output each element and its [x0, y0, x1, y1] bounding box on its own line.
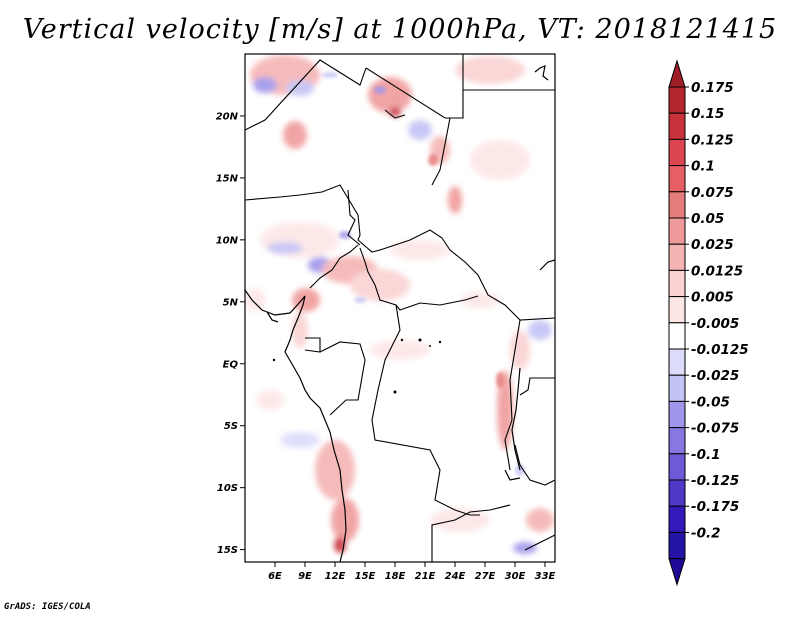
colorbar: 0.175 0.15 0.125 0.1 0.075 0.05 0.025 0.0125 0.0… [668, 59, 749, 587]
colorbar-label: 0.0125 [691, 263, 743, 279]
lat-tick-label: 5N [223, 297, 239, 308]
lat-tick-label: 5S [224, 421, 238, 432]
colorbar-swatch [668, 531, 686, 560]
velocity-shading [245, 54, 555, 562]
colorbar-swatch [668, 322, 686, 350]
colorbar-swatch [668, 86, 686, 114]
colorbar-label: -0.125 [691, 473, 739, 489]
latitude-axis: 20N 15N 10N 5N EQ 5S 10S 15S [216, 111, 245, 556]
colorbar-swatch [668, 138, 686, 167]
colorbar-label: -0.0125 [691, 342, 749, 358]
colorbar-label: 0.025 [691, 237, 734, 253]
colorbar-swatch [668, 243, 686, 271]
colorbar-swatch [668, 269, 686, 298]
colorbar-label: -0.1 [691, 447, 721, 463]
lat-tick-label: 10N [216, 235, 239, 246]
colorbar-label: 0.175 [691, 80, 734, 96]
colorbar-label: -0.175 [691, 499, 739, 515]
colorbar-swatch [668, 112, 686, 140]
lon-tick-label: 33E [535, 571, 556, 582]
lon-tick-label: 18E [385, 571, 406, 582]
lon-tick-label: 9E [298, 571, 312, 582]
colorbar-swatch [668, 191, 686, 219]
colorbar-swatch [668, 217, 686, 245]
plot-frame [244, 53, 556, 563]
map-title: Vertical velocity [m/s] at 1000hPa, VT: … [22, 14, 778, 45]
coastline [245, 65, 555, 562]
colorbar-swatch [668, 427, 686, 455]
lon-tick-label: 21E [415, 571, 436, 582]
colorbar-label: 0.005 [691, 290, 734, 306]
colorbar-label: 0.15 [691, 106, 724, 122]
colorbar-label: 0.1 [691, 159, 715, 175]
lon-tick-label: 30E [505, 571, 526, 582]
lon-tick-label: 27E [475, 571, 496, 582]
colorbar-swatch [668, 479, 686, 507]
colorbar-label: 0.075 [691, 185, 734, 201]
lat-tick-label: 20N [216, 111, 239, 122]
colorbar-swatch [668, 374, 686, 402]
colorbar-label: 0.05 [691, 211, 724, 227]
colorbar-label: -0.025 [691, 368, 739, 384]
longitude-axis: 6E 9E 12E 15E 18E 21E 24E 27E 30E 33E [268, 562, 556, 582]
lon-tick-label: 15E [355, 571, 376, 582]
colorbar-swatch [668, 400, 686, 429]
lat-tick-label: 10S [217, 483, 238, 494]
colorbar-swatch [668, 165, 686, 193]
lat-tick-label: 15S [217, 545, 238, 556]
colorbar-swatch [668, 296, 686, 324]
lon-tick-label: 12E [325, 571, 346, 582]
colorbar-label: -0.2 [691, 525, 721, 541]
colorbar-label: 0.125 [691, 132, 734, 148]
colorbar-swatch [668, 505, 686, 533]
lon-tick-label: 6E [268, 571, 282, 582]
lat-tick-label: EQ [223, 359, 239, 370]
colorbar-label: -0.05 [691, 394, 730, 410]
colorbar-label: -0.005 [691, 316, 739, 332]
lake-marks [272, 338, 442, 394]
colorbar-bottom-arrow [668, 558, 686, 587]
colorbar-label: -0.075 [691, 421, 739, 437]
colorbar-top-arrow [668, 59, 686, 88]
colorbar-swatch [668, 453, 686, 481]
lat-tick-label: 15N [216, 173, 239, 184]
lon-tick-label: 24E [445, 571, 466, 582]
colorbar-swatch [668, 348, 686, 376]
country-borders [245, 54, 555, 562]
grads-credit: GrADS: IGES/COLA [4, 602, 91, 612]
